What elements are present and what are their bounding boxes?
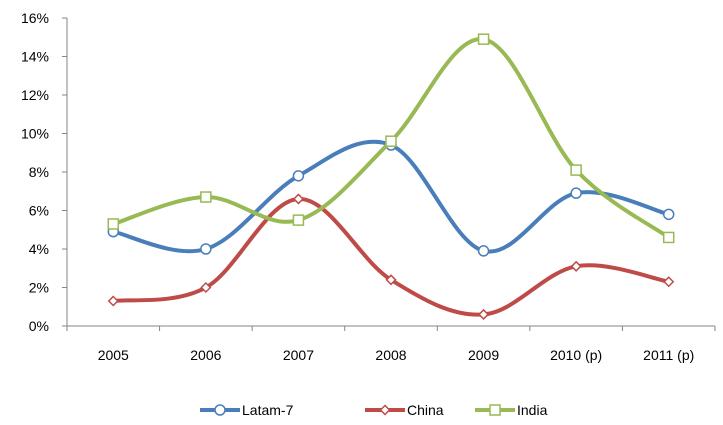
data-point-india bbox=[107, 218, 120, 230]
x-tick-label: 2009 bbox=[468, 347, 499, 363]
data-point-latam-7 bbox=[200, 243, 212, 255]
legend-marker-india bbox=[489, 404, 501, 416]
data-point-china bbox=[663, 276, 675, 288]
data-point-india bbox=[477, 33, 490, 45]
data-point-china bbox=[478, 308, 490, 321]
y-tick-label: 0% bbox=[29, 318, 49, 334]
y-tick-label: 10% bbox=[21, 126, 49, 142]
y-tick-label: 16% bbox=[21, 10, 49, 26]
y-tick-label: 2% bbox=[29, 280, 49, 296]
legend-label: Latam-7 bbox=[242, 402, 294, 418]
x-tick-label: 2006 bbox=[190, 347, 221, 363]
legend: Latam-7 China India bbox=[200, 402, 548, 418]
y-tick-label: 12% bbox=[21, 87, 49, 103]
data-point-china bbox=[385, 274, 397, 286]
x-tick-label: 2005 bbox=[98, 347, 129, 363]
data-point-latam-7 bbox=[292, 170, 305, 182]
legend-item-china: China bbox=[365, 402, 444, 418]
data-point-china bbox=[200, 281, 212, 294]
data-point-india bbox=[662, 231, 675, 244]
x-tick-label: 2010 (p) bbox=[550, 347, 602, 363]
data-point-china bbox=[292, 193, 304, 205]
legend-label: China bbox=[407, 402, 444, 418]
data-point-latam-7 bbox=[477, 245, 490, 257]
legend-label: India bbox=[517, 402, 548, 418]
legend-item-latam-7: Latam-7 bbox=[200, 402, 294, 418]
y-tick-label: 8% bbox=[29, 164, 49, 180]
data-point-china bbox=[107, 295, 119, 307]
x-tick-label: 2011 (p) bbox=[643, 347, 694, 363]
x-tick-label: 2008 bbox=[375, 347, 406, 363]
legend-marker-latam-7 bbox=[214, 404, 226, 416]
series-china bbox=[107, 193, 675, 321]
legend-item-india: India bbox=[475, 402, 548, 418]
series-group bbox=[107, 33, 675, 321]
axes: 0% 2% 4% 6% 8% 10% 12% 14% 16% 2005 2006 2007 2008 20… bbox=[21, 10, 716, 363]
data-point-china bbox=[570, 260, 582, 272]
y-tick-label: 14% bbox=[21, 49, 49, 65]
legend-marker-china bbox=[379, 404, 391, 416]
series-india bbox=[107, 33, 675, 244]
data-point-latam-7 bbox=[662, 208, 675, 221]
data-point-india bbox=[570, 164, 582, 176]
data-point-latam-7 bbox=[570, 187, 582, 199]
y-tick-label: 4% bbox=[29, 241, 49, 257]
data-point-india bbox=[292, 214, 305, 226]
data-point-india bbox=[385, 135, 397, 147]
data-point-india bbox=[200, 191, 212, 203]
series-line-china bbox=[111, 196, 671, 317]
x-tick-label: 2007 bbox=[283, 347, 314, 363]
y-tick-label: 6% bbox=[29, 203, 49, 219]
